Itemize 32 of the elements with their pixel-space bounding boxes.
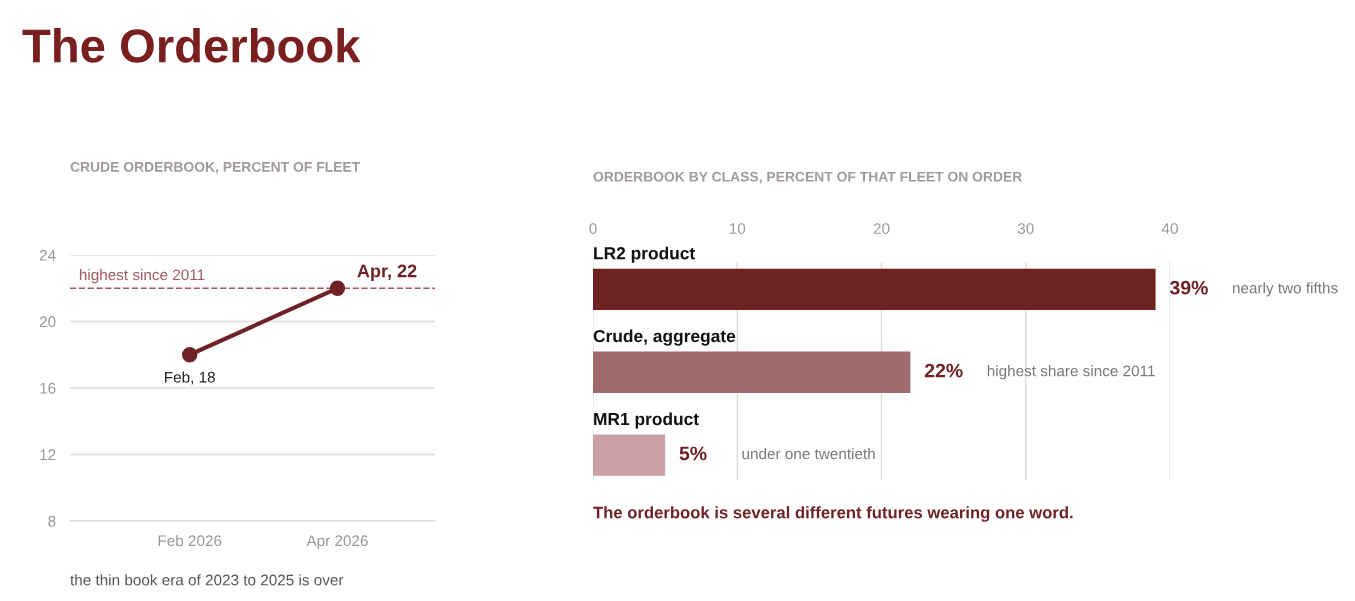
- chart-title: ORDERBOOK BY CLASS, PERCENT OF THAT FLEET ON ORDER: [593, 171, 1023, 184]
- x-tick-label: 20: [873, 223, 890, 234]
- bar: [593, 434, 666, 476]
- annotation: Apr, 22: [357, 264, 417, 281]
- bar: [593, 268, 1156, 311]
- y-tick-label: Crude, aggregate: [593, 329, 736, 346]
- text: the thin book era of 2023 to 2025 is over: [70, 574, 344, 586]
- x-tick-label: Feb 2026: [158, 534, 222, 547]
- text: The orderbook is several different futures wearing one word.: [593, 506, 1073, 522]
- y-tick-label: MR1 product: [594, 412, 699, 429]
- data-label: 5%: [679, 446, 707, 461]
- annotation: Feb, 18: [165, 371, 215, 385]
- x-tick-label: 10: [729, 223, 746, 234]
- x-tick-label: 0: [589, 223, 597, 234]
- y-tick-label: 8: [48, 515, 56, 527]
- annotation: under one twentieth: [742, 448, 875, 460]
- annotation: highest share since 2011: [987, 365, 1155, 380]
- y-tick-label: 20: [39, 316, 56, 328]
- y-tick-label: 24: [39, 249, 56, 261]
- y-tick-label: LR2 product: [594, 246, 696, 263]
- chart-title: CRUDE ORDERBOOK, PERCENT OF FLEET: [70, 161, 360, 174]
- data-label: 39%: [1169, 280, 1208, 295]
- x-tick-label: 30: [1017, 223, 1034, 234]
- text: nearly two fifths: [1232, 282, 1338, 297]
- y-tick-label: 12: [40, 449, 56, 461]
- text: The Orderbook: [22, 27, 361, 63]
- x-tick-label: Apr 2026: [306, 535, 368, 550]
- bar: [593, 351, 911, 393]
- ref-line-label: highest since 2011: [79, 269, 205, 284]
- data-label: 22%: [924, 363, 963, 378]
- y-tick-label: 16: [40, 382, 56, 394]
- x-tick-label: 40: [1161, 223, 1178, 234]
